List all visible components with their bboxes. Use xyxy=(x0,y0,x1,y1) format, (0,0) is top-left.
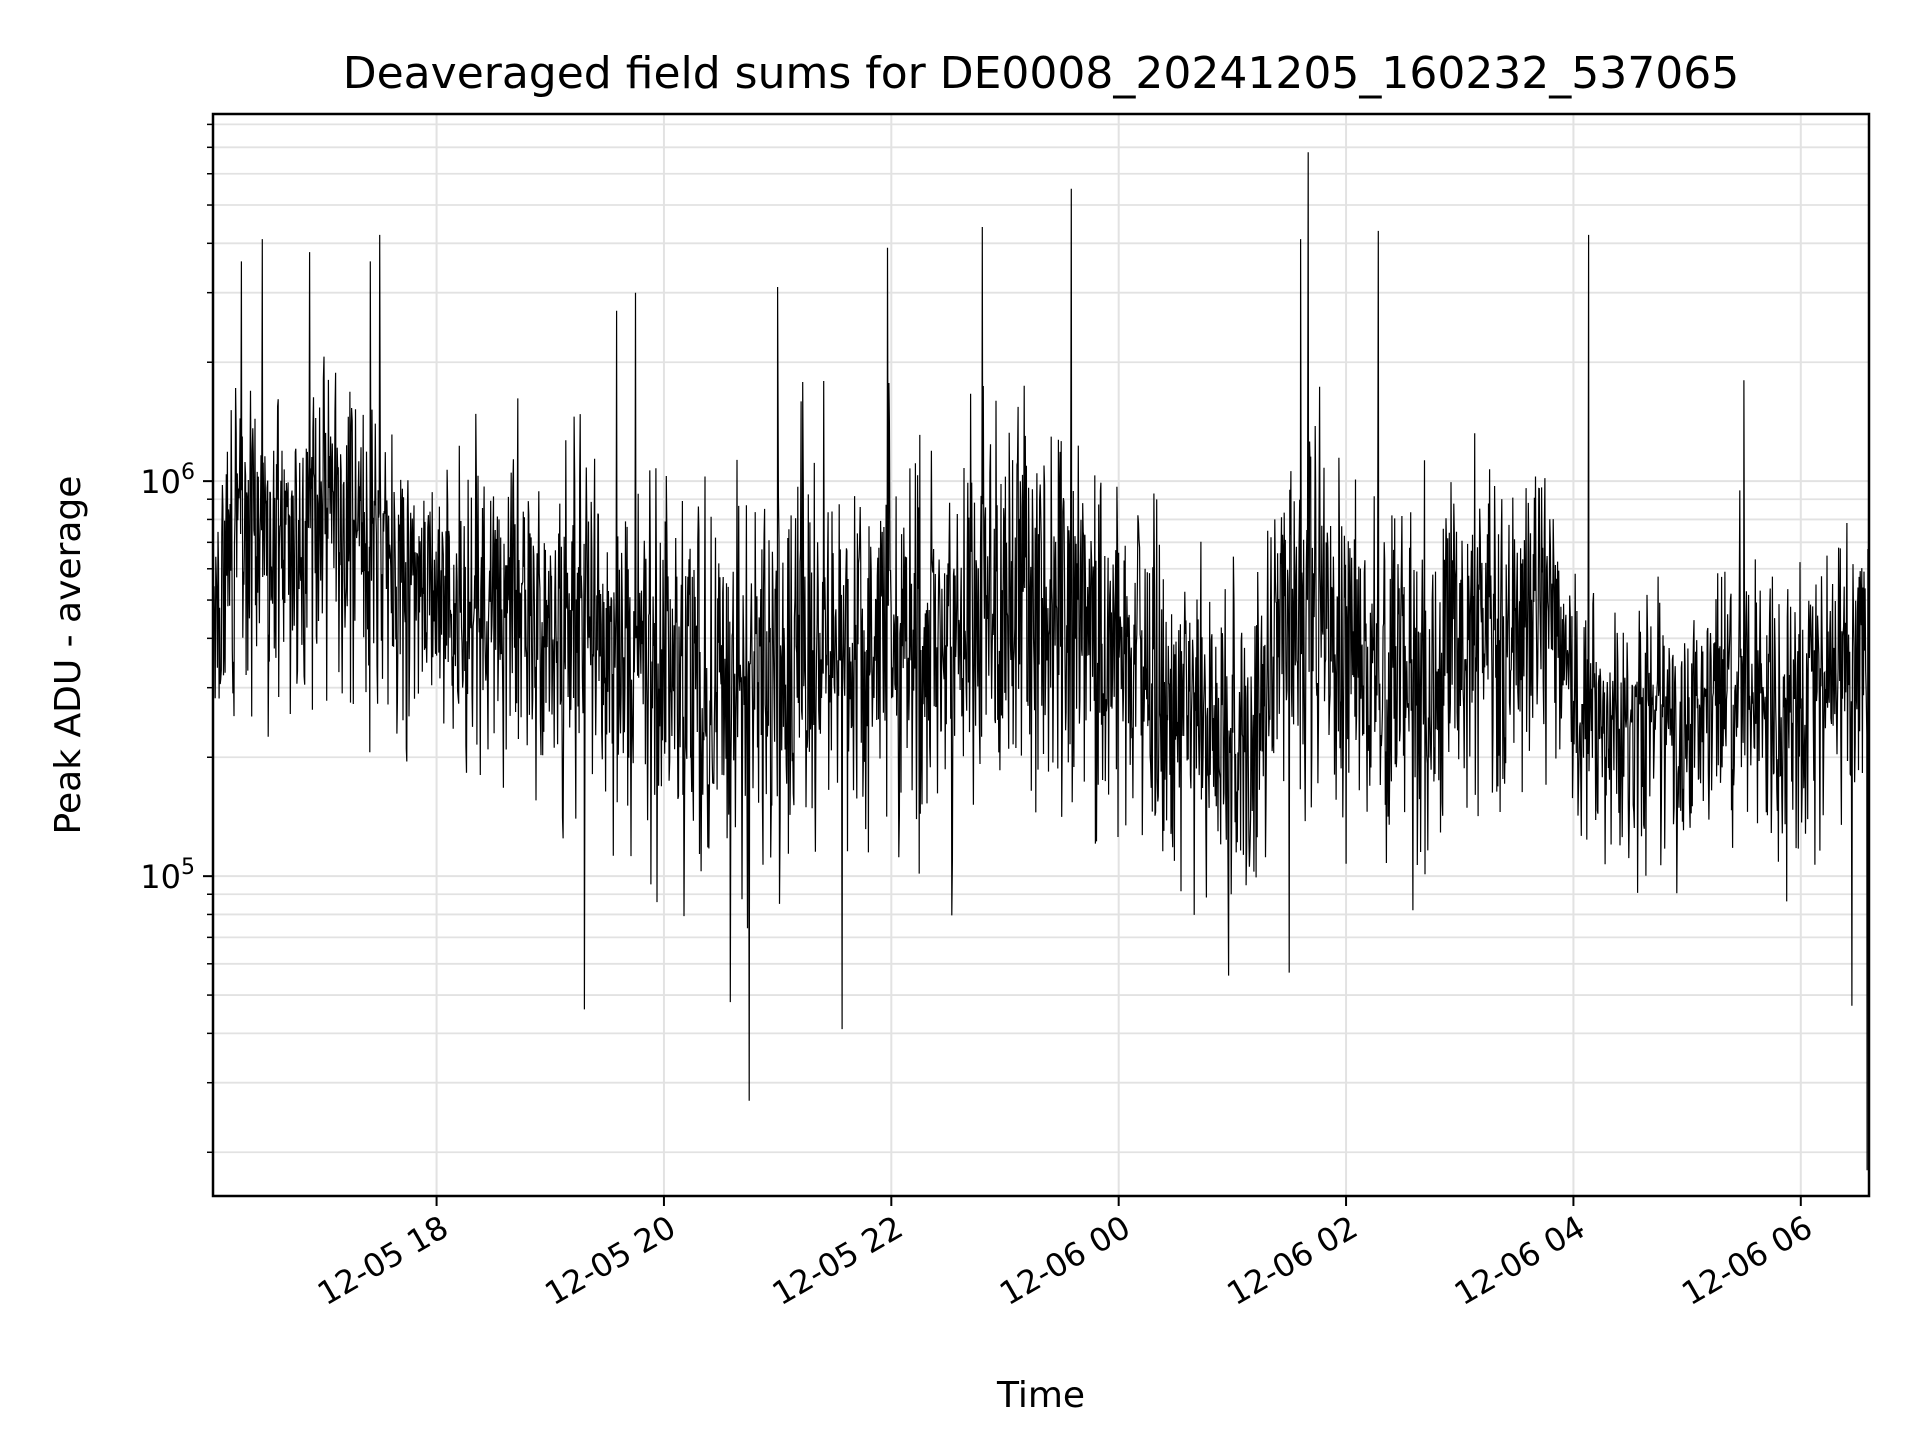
plot-frame xyxy=(211,112,1871,1198)
x-tick-label: 12-05 22 xyxy=(766,1208,910,1313)
y-tick-label: 106 xyxy=(140,460,195,501)
x-tick-label: 12-05 18 xyxy=(311,1208,455,1313)
series-line xyxy=(212,152,1870,1171)
y-axis-ticks: 105 106 xyxy=(140,123,213,1154)
data-series xyxy=(212,152,1870,1171)
y-tick-label: 105 xyxy=(140,855,195,896)
x-tick-label: 12-06 06 xyxy=(1675,1208,1819,1313)
x-tick-label: 12-06 00 xyxy=(993,1208,1137,1313)
y-axis-title: Peak ADU - average xyxy=(48,476,89,835)
x-axis-ticks: 12-05 18 12-05 20 12-05 22 12-06 00 12-06 02… xyxy=(311,1196,1819,1313)
x-tick-label: 12-05 20 xyxy=(538,1208,682,1313)
x-tick-label: 12-06 02 xyxy=(1220,1208,1364,1313)
chart-title: Deaveraged field sums for DE0008_2024120… xyxy=(343,48,1740,99)
x-tick-label: 12-06 04 xyxy=(1448,1208,1592,1313)
grid xyxy=(213,114,1869,1196)
x-axis-title: Time xyxy=(996,1375,1085,1416)
